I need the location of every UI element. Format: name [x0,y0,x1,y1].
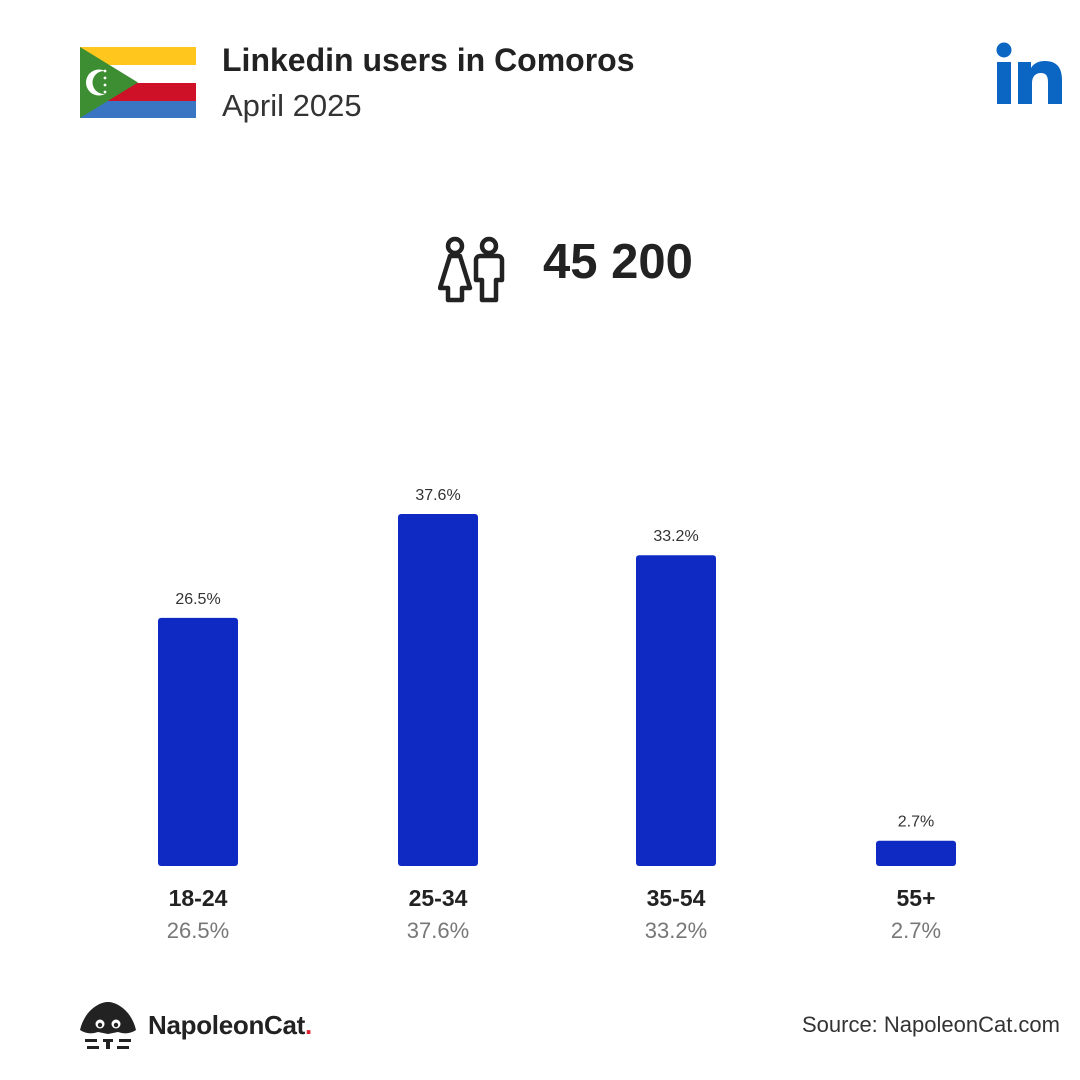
bar-55+ [876,840,956,866]
bar-18-24 [158,617,238,866]
category-label: 18-24 [169,885,228,911]
category-label: 35-54 [647,885,706,911]
chart-title: Linkedin users in Comoros [222,42,635,78]
category-label: 55+ [896,885,935,911]
bar-value-label: 33.2% [653,528,698,545]
total-users-count: 45 200 [543,235,693,289]
category-label: 25-34 [409,885,468,911]
brand-dot: . [305,1010,312,1040]
brand-name-text: NapoleonCat [148,1010,306,1040]
chart-subtitle: April 2025 [222,88,362,123]
napoleoncat-logo-icon [80,1002,136,1049]
category-percent-label: 2.7% [891,918,941,943]
category-percent-label: 26.5% [167,918,229,943]
bar-value-label: 26.5% [175,591,220,608]
users-icon [438,236,505,303]
linkedin-logo-icon [996,42,1062,104]
age-bar-chart: 26.5% 18-24 26.5% 37.6% 25-34 37.6% 33.2% 35-54… [158,487,956,943]
category-percent-label: 37.6% [407,918,469,943]
bar-25-34 [398,514,478,866]
bar-value-label: 37.6% [415,487,460,504]
bar-35-54 [636,555,716,866]
comoros-flag-icon [80,47,196,118]
source-text: Source: NapoleonCat.com [801,1012,1060,1037]
category-percent-label: 33.2% [645,918,707,943]
bar-value-label: 2.7% [898,814,934,831]
brand-name: NapoleonCat. [148,1010,312,1041]
